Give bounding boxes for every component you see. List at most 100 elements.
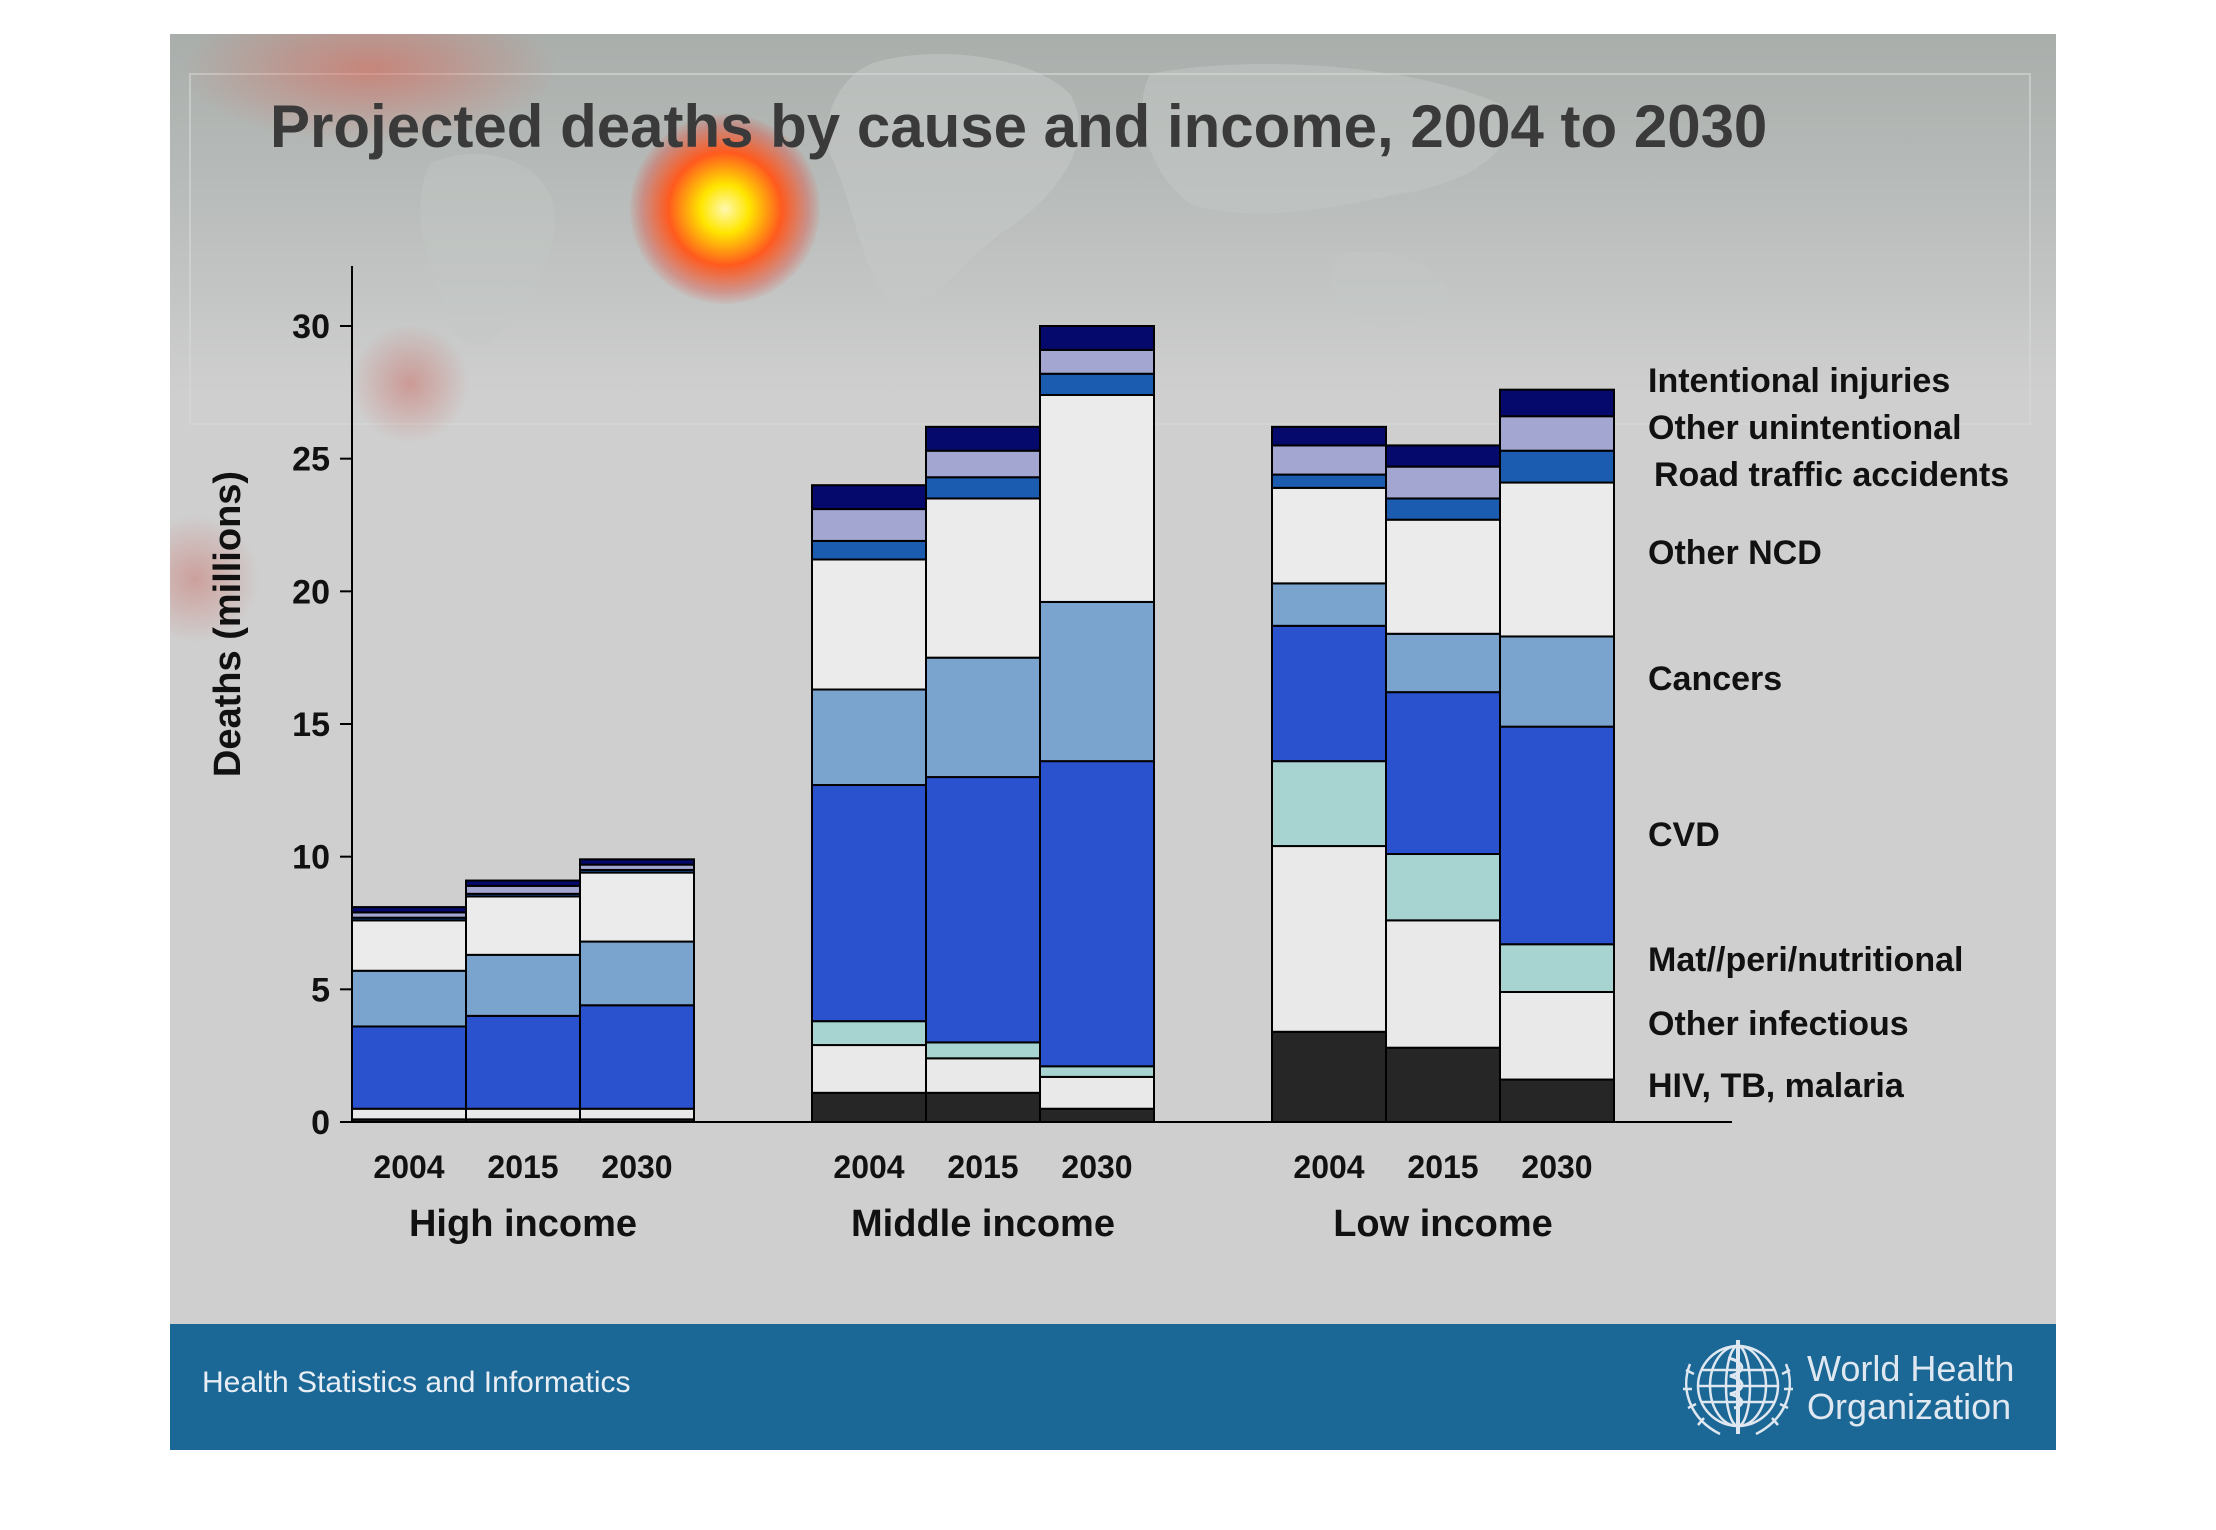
- bar-segment: [351, 1025, 467, 1110]
- bar-segment: [811, 1044, 927, 1094]
- bar-segment: [925, 1091, 1041, 1124]
- who-emblem-icon: [1683, 1340, 1793, 1436]
- bar-segment: [1271, 760, 1387, 848]
- bar-segment: [1271, 845, 1387, 1033]
- bar-segment: [465, 953, 581, 1017]
- x-tick-label: 2030: [601, 1149, 672, 1185]
- bar-segment: [1271, 582, 1387, 627]
- bar-segment: [1385, 919, 1501, 1049]
- bar-segment: [465, 1107, 581, 1121]
- y-tick-label: 20: [292, 573, 330, 611]
- y-tick-label: 0: [311, 1104, 330, 1142]
- tick-labels: 0 5 10 15 20 25 30 2004 2015 2030 2004 2015 2030 2004…: [292, 308, 1592, 1245]
- bar-segment: [1039, 348, 1155, 375]
- bar-segment: [1271, 624, 1387, 763]
- bar-segment: [1499, 1078, 1615, 1123]
- bar-segment: [1271, 473, 1387, 489]
- group-label: Low income: [1333, 1203, 1553, 1245]
- y-tick-label: 10: [292, 839, 330, 877]
- legend-item: CVD: [1648, 816, 1720, 854]
- group-label: High income: [409, 1203, 637, 1245]
- bar-segment: [1499, 990, 1615, 1081]
- bar-segment: [1385, 632, 1501, 694]
- bar-segment: [465, 1014, 581, 1110]
- bar-segment: [1039, 372, 1155, 396]
- x-tick-label: 2015: [947, 1149, 1018, 1185]
- bar-segment: [465, 879, 581, 887]
- x-tick-label: 2030: [1061, 1149, 1132, 1185]
- group-label: Middle income: [851, 1203, 1115, 1245]
- bar-segment: [1039, 1075, 1155, 1110]
- legend-item: Mat//peri/nutritional: [1648, 941, 1963, 979]
- bar-segment: [1271, 1030, 1387, 1124]
- y-tick-label: 5: [311, 971, 330, 1009]
- footer-bar: Health Statistics and Informatics World …: [170, 1324, 2056, 1450]
- slide-title: Projected deaths by cause and income, 20…: [270, 93, 1767, 160]
- bar-segment: [811, 539, 927, 561]
- legend: HIV, TB, malaria Other infectious Mat//per…: [1648, 362, 2009, 1105]
- footer-text: Health Statistics and Informatics: [202, 1366, 631, 1399]
- x-tick-label: 2015: [1407, 1149, 1478, 1185]
- x-tick-label: 2004: [373, 1149, 444, 1185]
- bar-segment: [1271, 425, 1387, 447]
- bar-segment: [925, 1057, 1041, 1094]
- bar-segment: [925, 449, 1041, 479]
- bar-segment: [1385, 497, 1501, 521]
- bar-segment: [1039, 760, 1155, 1068]
- y-axis-label: Deaths (millions): [207, 471, 249, 777]
- bar-segment: [1039, 600, 1155, 763]
- x-tick-label: 2004: [1293, 1149, 1364, 1185]
- legend-item: Intentional injuries: [1648, 362, 1950, 400]
- bar-segment: [1499, 449, 1615, 484]
- organization-name: World Health Organization: [1807, 1350, 2014, 1426]
- bar-segment: [351, 1107, 467, 1121]
- legend-item: Cancers: [1648, 660, 1782, 698]
- bar-segment: [1499, 388, 1615, 418]
- x-tick-label: 2030: [1521, 1149, 1592, 1185]
- bar-segment: [925, 1041, 1041, 1060]
- bar-segment: [579, 1004, 695, 1110]
- bar-segment: [579, 871, 695, 943]
- bar-segment: [1039, 325, 1155, 351]
- bar-segment: [579, 1107, 695, 1121]
- organization-name-line1: World Health: [1807, 1348, 2015, 1389]
- legend-item: Road traffic accidents: [1654, 456, 2009, 494]
- bars-layer: [351, 325, 1615, 1124]
- chart: 0 5 10 15 20 25 30 2004 2015 2030 2004 2015 2030 2004…: [207, 266, 2009, 1245]
- bar-segment: [811, 1091, 927, 1124]
- bar-segment: [1499, 415, 1615, 452]
- glow-decoration: [350, 324, 470, 444]
- glow-decoration: [630, 114, 820, 304]
- legend-item: Other unintentional: [1648, 409, 1962, 447]
- axes-layer: [340, 266, 1732, 1123]
- bar-segment: [1499, 943, 1615, 993]
- slide: 0 5 10 15 20 25 30 2004 2015 2030 2004 2015 2030 2004…: [170, 34, 2056, 1450]
- organization-name-line2: Organization: [1807, 1386, 2012, 1427]
- world-map-watermark: [189, 54, 2031, 425]
- bar-segment: [925, 776, 1041, 1044]
- bar-segment: [579, 940, 695, 1007]
- bar-segment: [811, 558, 927, 691]
- bar-segment: [811, 784, 927, 1023]
- bar-segment: [1385, 518, 1501, 635]
- bar-segment: [1385, 1046, 1501, 1123]
- bar-segment: [811, 508, 927, 542]
- bar-segment: [351, 919, 467, 972]
- x-tick-label: 2015: [487, 1149, 558, 1185]
- title-layer: Projected deaths by cause and income, 20…: [270, 93, 1767, 160]
- y-tick-label: 25: [292, 441, 330, 479]
- bar-segment: [1271, 444, 1387, 476]
- bar-segment: [579, 858, 695, 866]
- y-tick-label: 30: [292, 308, 330, 346]
- bar-segment: [811, 688, 927, 787]
- bar-segment: [1039, 1065, 1155, 1078]
- bar-segment: [1385, 691, 1501, 856]
- bar-segment: [1499, 725, 1615, 946]
- bar-segment: [811, 1020, 927, 1047]
- legend-item: Other NCD: [1648, 534, 1822, 572]
- bar-segment: [925, 656, 1041, 779]
- bar-segment: [1499, 481, 1615, 638]
- bar-segment: [925, 425, 1041, 452]
- x-tick-label: 2004: [833, 1149, 904, 1185]
- bar-segment: [1385, 444, 1501, 468]
